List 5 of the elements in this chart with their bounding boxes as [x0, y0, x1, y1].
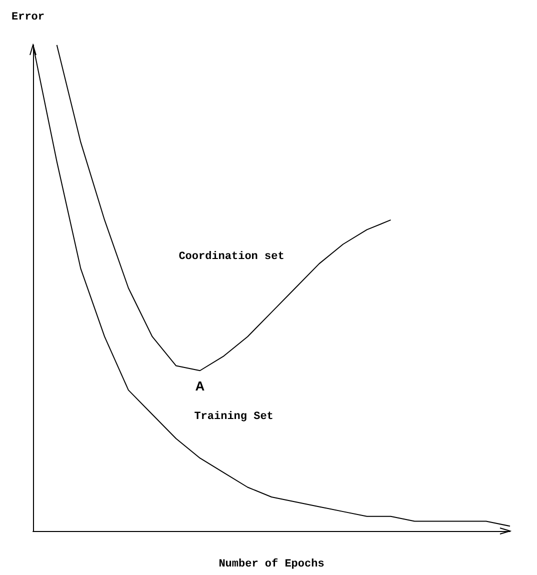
y-axis-title: Error: [11, 12, 45, 24]
text: Training Set: [194, 411, 274, 424]
text: Coordination set: [178, 250, 284, 263]
annotation: A: [195, 378, 206, 394]
x-axis-title: Number of Epochs: [218, 558, 324, 570]
